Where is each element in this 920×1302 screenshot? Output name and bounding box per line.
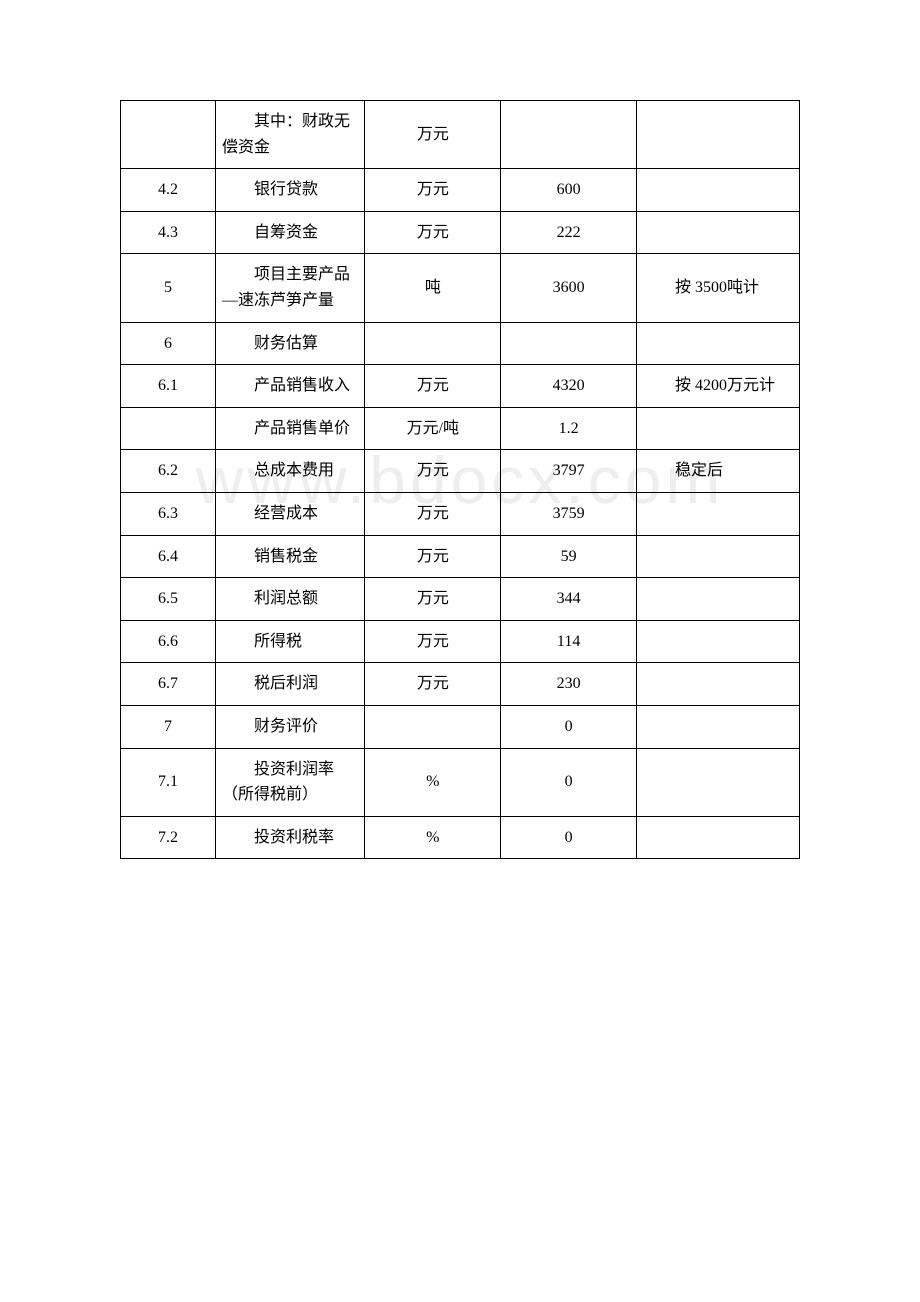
table-row: 4.3 自筹资金 万元 222 <box>121 211 800 254</box>
cell-remark <box>637 663 800 706</box>
cell-remark <box>637 492 800 535</box>
table-row: 其中：财政无偿资金 万元 <box>121 101 800 169</box>
cell-value: 3759 <box>501 492 637 535</box>
cell-value: 59 <box>501 535 637 578</box>
cell-value: 0 <box>501 705 637 748</box>
cell-index: 6.4 <box>121 535 216 578</box>
cell-unit: 万元 <box>365 535 501 578</box>
cell-value: 230 <box>501 663 637 706</box>
cell-remark <box>637 705 800 748</box>
cell-remark <box>637 322 800 365</box>
cell-item: 财务评价 <box>216 705 365 748</box>
cell-index: 7.1 <box>121 748 216 816</box>
cell-remark <box>637 620 800 663</box>
cell-unit <box>365 705 501 748</box>
cell-unit: 万元 <box>365 620 501 663</box>
cell-unit: % <box>365 816 501 859</box>
cell-item: 经营成本 <box>216 492 365 535</box>
table-row: 产品销售单价 万元/吨 1.2 <box>121 407 800 450</box>
cell-item: 其中：财政无偿资金 <box>216 101 365 169</box>
cell-value: 4320 <box>501 365 637 408</box>
cell-unit: 万元 <box>365 365 501 408</box>
cell-index: 4.3 <box>121 211 216 254</box>
cell-item: 所得税 <box>216 620 365 663</box>
table-row: 6.3 经营成本 万元 3759 <box>121 492 800 535</box>
cell-value: 344 <box>501 578 637 621</box>
table-body: 其中：财政无偿资金 万元 4.2 银行贷款 万元 600 4.3 自筹资金 万元… <box>121 101 800 859</box>
cell-remark <box>637 101 800 169</box>
cell-index: 4.2 <box>121 169 216 212</box>
cell-value <box>501 101 637 169</box>
cell-unit: 万元 <box>365 450 501 493</box>
cell-index: 6 <box>121 322 216 365</box>
cell-remark <box>637 169 800 212</box>
cell-value: 222 <box>501 211 637 254</box>
table-row: 6.7 税后利润 万元 230 <box>121 663 800 706</box>
cell-remark: 按 4200万元计 <box>637 365 800 408</box>
cell-item: 投资利税率 <box>216 816 365 859</box>
cell-value: 0 <box>501 816 637 859</box>
table-row: 6.2 总成本费用 万元 3797 稳定后 <box>121 450 800 493</box>
cell-remark: 按 3500吨计 <box>637 254 800 322</box>
table-row: 6 财务估算 <box>121 322 800 365</box>
cell-index: 5 <box>121 254 216 322</box>
cell-index: 6.5 <box>121 578 216 621</box>
cell-remark <box>637 816 800 859</box>
cell-unit: % <box>365 748 501 816</box>
table-row: 7 财务评价 0 <box>121 705 800 748</box>
cell-unit: 万元 <box>365 663 501 706</box>
cell-item: 税后利润 <box>216 663 365 706</box>
cell-index: 7 <box>121 705 216 748</box>
table-row: 6.4 销售税金 万元 59 <box>121 535 800 578</box>
table-row: 7.1 投资利润率（所得税前） % 0 <box>121 748 800 816</box>
cell-value: 1.2 <box>501 407 637 450</box>
table-row: 4.2 银行贷款 万元 600 <box>121 169 800 212</box>
cell-unit: 万元 <box>365 169 501 212</box>
cell-item: 银行贷款 <box>216 169 365 212</box>
cell-unit: 万元 <box>365 211 501 254</box>
table-row: 6.6 所得税 万元 114 <box>121 620 800 663</box>
table-row: 7.2 投资利税率 % 0 <box>121 816 800 859</box>
cell-value: 3600 <box>501 254 637 322</box>
cell-unit: 万元/吨 <box>365 407 501 450</box>
cell-item: 财务估算 <box>216 322 365 365</box>
cell-index: 6.1 <box>121 365 216 408</box>
cell-value: 3797 <box>501 450 637 493</box>
cell-item: 利润总额 <box>216 578 365 621</box>
cell-index <box>121 101 216 169</box>
cell-item: 自筹资金 <box>216 211 365 254</box>
table-row: 5 项目主要产品—速冻芦笋产量 吨 3600 按 3500吨计 <box>121 254 800 322</box>
financial-table: 其中：财政无偿资金 万元 4.2 银行贷款 万元 600 4.3 自筹资金 万元… <box>120 100 800 859</box>
cell-value <box>501 322 637 365</box>
cell-item: 投资利润率（所得税前） <box>216 748 365 816</box>
cell-item: 产品销售收入 <box>216 365 365 408</box>
cell-value: 0 <box>501 748 637 816</box>
cell-remark <box>637 535 800 578</box>
cell-unit: 万元 <box>365 492 501 535</box>
cell-remark <box>637 211 800 254</box>
cell-unit: 万元 <box>365 101 501 169</box>
cell-remark: 稳定后 <box>637 450 800 493</box>
cell-remark <box>637 748 800 816</box>
cell-index: 7.2 <box>121 816 216 859</box>
cell-item: 产品销售单价 <box>216 407 365 450</box>
cell-index: 6.7 <box>121 663 216 706</box>
cell-value: 114 <box>501 620 637 663</box>
cell-value: 600 <box>501 169 637 212</box>
cell-unit: 万元 <box>365 578 501 621</box>
cell-remark <box>637 407 800 450</box>
cell-unit: 吨 <box>365 254 501 322</box>
cell-index: 6.2 <box>121 450 216 493</box>
cell-index: 6.6 <box>121 620 216 663</box>
cell-unit <box>365 322 501 365</box>
cell-item: 项目主要产品—速冻芦笋产量 <box>216 254 365 322</box>
cell-index: 6.3 <box>121 492 216 535</box>
cell-item: 销售税金 <box>216 535 365 578</box>
cell-item: 总成本费用 <box>216 450 365 493</box>
table-row: 6.1 产品销售收入 万元 4320 按 4200万元计 <box>121 365 800 408</box>
cell-remark <box>637 578 800 621</box>
table-row: 6.5 利润总额 万元 344 <box>121 578 800 621</box>
cell-index <box>121 407 216 450</box>
